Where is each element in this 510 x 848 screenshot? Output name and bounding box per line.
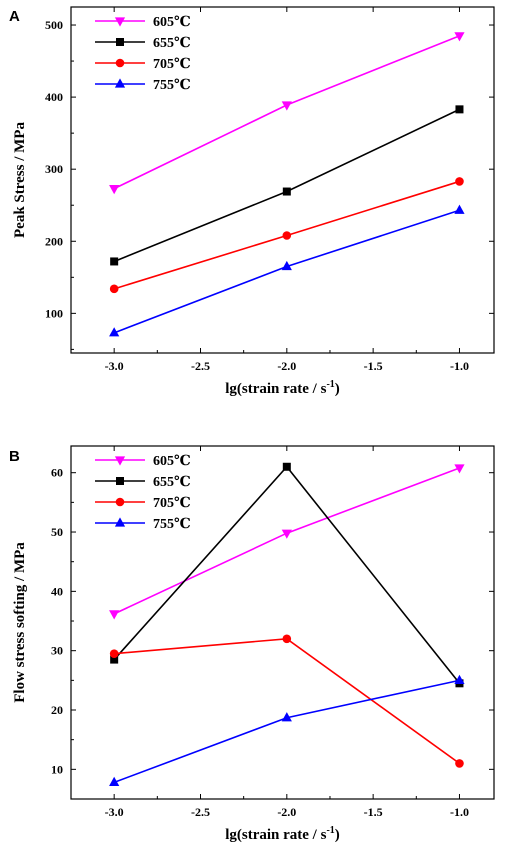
y-axis-label: Flow stress softing / MPa: [12, 542, 28, 703]
data-point: [282, 231, 292, 240]
data-point: [454, 464, 465, 474]
x-tick-label: -1.5: [364, 359, 383, 373]
data-point: [109, 649, 119, 658]
data-point: [110, 257, 119, 266]
legend: 605℃ 655℃ 705℃ 755℃: [95, 454, 191, 532]
legend-marker: [115, 497, 125, 507]
data-point: [455, 177, 464, 186]
y-tick-label: 60: [51, 466, 63, 480]
series-line: [114, 637, 460, 765]
data-point: [281, 712, 292, 722]
legend: 605℃ 655℃ 705℃ 755℃: [95, 15, 191, 93]
data-point: [455, 105, 464, 114]
plot-frame: [70, 6, 495, 354]
y-tick-label: 40: [51, 584, 63, 598]
data-point: [282, 462, 291, 471]
x-tick-label: -2.0: [277, 805, 296, 819]
data-point: [109, 327, 120, 337]
data-point: [109, 610, 120, 620]
x-axis-label-superscript: -1: [326, 379, 334, 390]
data-point: [455, 759, 464, 768]
legend-marker: [114, 517, 126, 527]
y-tick-label: 500: [45, 18, 63, 32]
data-point: [109, 284, 119, 294]
series-0: [109, 32, 465, 195]
data-point: [109, 185, 120, 195]
x-tick-label: -2.5: [191, 805, 210, 819]
data-point: [282, 187, 291, 196]
data-point: [454, 204, 465, 214]
series-0: [109, 464, 465, 620]
data-point: [281, 101, 292, 111]
x-axis-label: lg(strain rate / s-1): [225, 379, 340, 397]
plot-frame: [70, 445, 495, 800]
y-tick-label: 30: [51, 644, 63, 658]
chart-panel-a: A -3.0 -2.5 -2.0 -1.5 -1.0 100 200 300 400 500 lg(s…: [9, 6, 495, 397]
panel-letter: A: [9, 8, 20, 25]
y-tick-label: 100: [45, 306, 63, 320]
legend-marker: [114, 78, 126, 88]
x-tick-label: -1.0: [450, 805, 469, 819]
y-tick-label: 50: [51, 525, 63, 539]
x-axis-label-superscript: -1: [326, 825, 334, 836]
data-point: [454, 674, 465, 684]
series-3: [109, 204, 465, 337]
legend-label: 705℃: [153, 496, 191, 511]
legend-marker: [115, 58, 125, 68]
x-tick-label: -3.0: [105, 805, 124, 819]
y-axis-label: Peak Stress / MPa: [12, 122, 28, 238]
legend-label: 755℃: [153, 78, 191, 93]
x-tick-label: -2.0: [277, 359, 296, 373]
x-axis-label-close: ): [335, 827, 340, 843]
data-point: [281, 529, 292, 539]
chart-panel-b: B -3.0 -2.5 -2.0 -1.5 -1.0 10 20 30 40 50 60 lg(stra…: [9, 445, 495, 843]
y-tick-label: 20: [51, 703, 63, 717]
panel-letter: B: [9, 448, 20, 465]
data-point: [454, 32, 465, 42]
legend-label: 655℃: [153, 475, 191, 490]
legend-label: 605℃: [153, 15, 191, 30]
series-1: [110, 105, 464, 266]
x-tick-label: -2.5: [191, 359, 210, 373]
series-line: [113, 209, 460, 334]
x-axis-label-close: ): [335, 381, 340, 397]
legend-marker: [114, 17, 126, 27]
series-2: [109, 177, 464, 294]
x-tick-label: -3.0: [105, 359, 124, 373]
y-tick-label: 10: [51, 762, 63, 776]
y-tick-label: 300: [45, 162, 63, 176]
x-tick-label: -1.5: [364, 805, 383, 819]
series-2: [109, 634, 464, 768]
legend-label: 655℃: [153, 36, 191, 51]
data-point: [282, 634, 292, 644]
x-tick-label: -1.0: [450, 359, 469, 373]
series-3: [109, 674, 465, 786]
y-tick-label: 400: [45, 90, 63, 104]
legend-label: 605℃: [153, 454, 191, 469]
legend-marker: [114, 456, 126, 466]
y-tick-label: 200: [45, 234, 63, 248]
x-axis-label: lg(strain rate / s-1): [225, 825, 340, 843]
legend-label: 755℃: [153, 517, 191, 532]
data-point: [281, 260, 292, 271]
series-line: [113, 679, 460, 784]
x-axis-label-text: lg(strain rate / s: [225, 827, 326, 843]
data-point: [109, 776, 120, 786]
data-point: [110, 655, 119, 664]
legend-marker: [116, 38, 124, 46]
legend-label: 705℃: [153, 57, 191, 72]
legend-marker: [116, 477, 124, 485]
x-axis-label-text: lg(strain rate / s: [225, 381, 326, 397]
